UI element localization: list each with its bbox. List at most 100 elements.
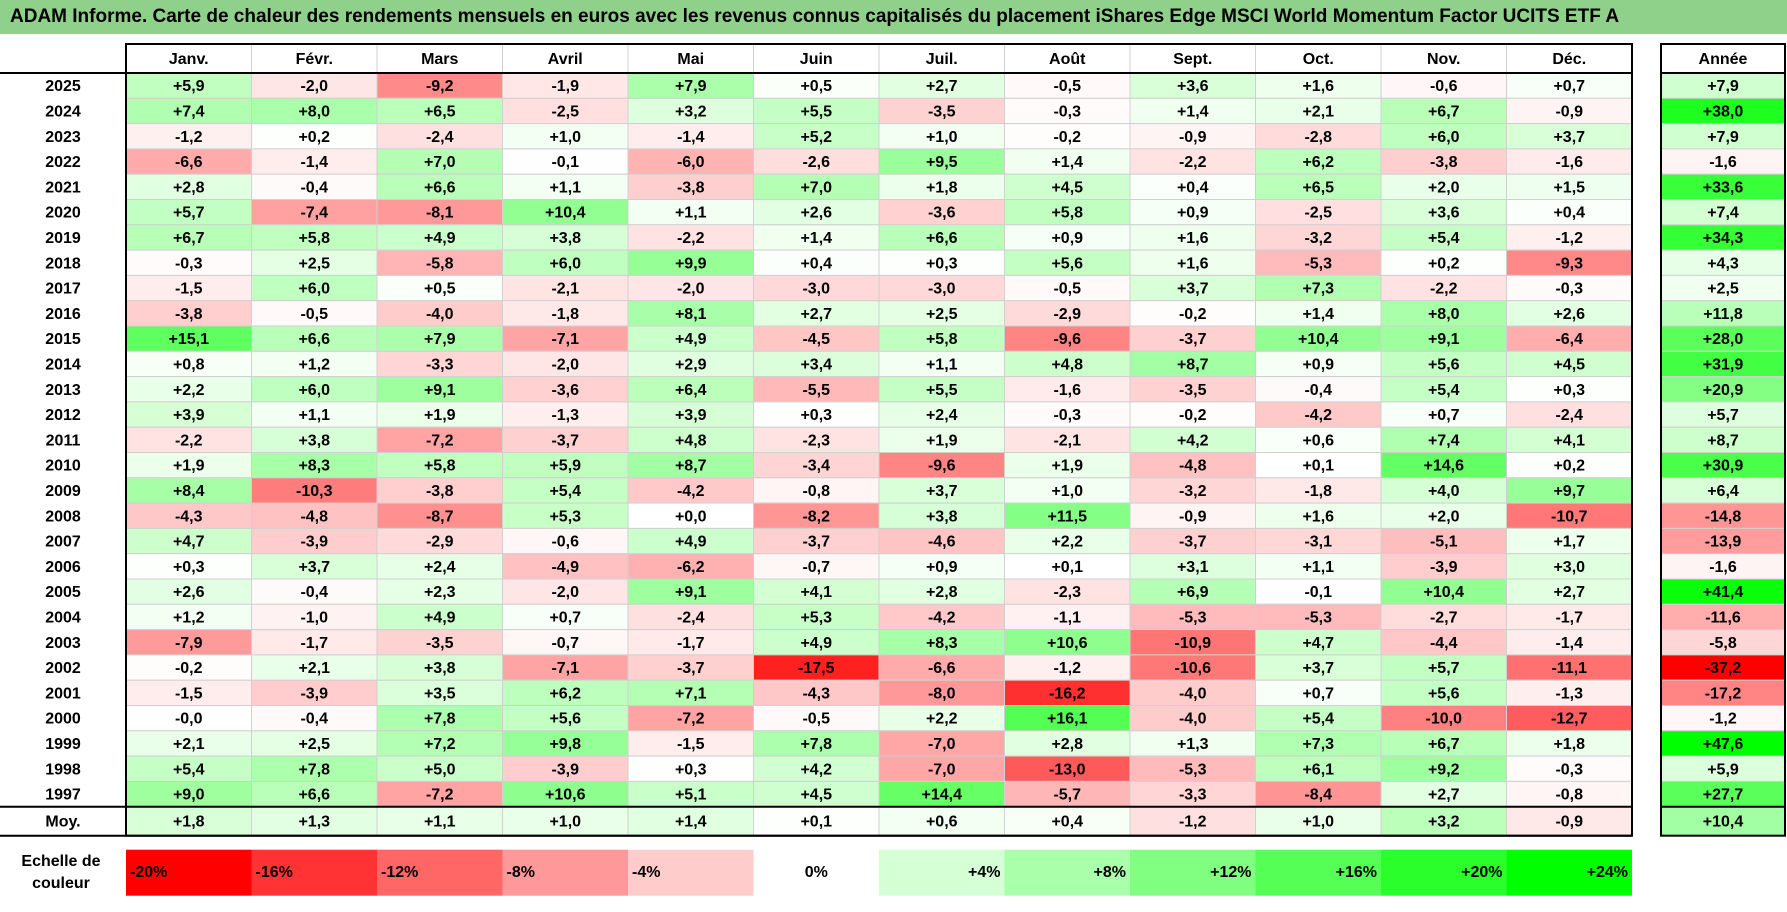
heatmap-cell — [627, 603, 754, 631]
heatmap-cell — [878, 426, 1005, 454]
cell-value: -0,2 — [1179, 407, 1207, 424]
cell-value: +3,7 — [1553, 129, 1585, 146]
cell-value: +9,9 — [675, 255, 707, 272]
cell-value: +0,5 — [424, 281, 456, 298]
cell-value: -0,4 — [1304, 382, 1332, 399]
heatmap-cell — [1380, 477, 1507, 504]
cell-value: -2,2 — [677, 230, 705, 247]
cell-value: +1,0 — [549, 129, 581, 146]
year-label: 2004 — [45, 609, 81, 626]
heatmap-cell — [878, 477, 1005, 504]
heatmap-cell — [627, 249, 754, 276]
heatmap-cell — [376, 300, 503, 327]
cell-value: -0,7 — [802, 559, 830, 576]
cell-value: +2,7 — [1428, 787, 1460, 804]
heatmap-cell — [125, 274, 252, 302]
month-header: Mai — [677, 51, 704, 68]
scale-swatch — [628, 849, 754, 896]
heatmap-cell — [376, 477, 503, 504]
cell-value: -1,7 — [1555, 609, 1583, 626]
cell-value: -3,2 — [1179, 483, 1207, 500]
cell-value: +0,7 — [1553, 78, 1585, 95]
scale-label: +12% — [1210, 864, 1251, 881]
heatmap-cell — [125, 325, 252, 352]
cell-value: -6,2 — [677, 559, 705, 576]
cell-value: -1,6 — [1555, 154, 1583, 171]
cell-value: -3,5 — [928, 103, 956, 120]
heatmap-cell — [878, 780, 1005, 808]
heatmap-cell — [502, 426, 629, 454]
cell-value: +8,3 — [298, 458, 330, 475]
heatmap-cell — [1380, 527, 1507, 555]
cell-value: +0,9 — [1177, 205, 1209, 222]
annual-cell — [1660, 325, 1786, 352]
cell-value: -0,3 — [1555, 761, 1583, 778]
cell-value: -2,0 — [677, 281, 705, 298]
cell-value: +0,1 — [1302, 458, 1334, 475]
average-value: +1,8 — [173, 814, 205, 831]
header-cell — [125, 43, 252, 74]
cell-value: -7,0 — [928, 736, 956, 753]
cell-value: +6,5 — [1302, 179, 1334, 196]
annual-value: +7,9 — [1707, 129, 1739, 146]
average-cell — [1129, 806, 1256, 837]
heatmap-cell — [878, 199, 1005, 226]
average-value: +1,3 — [298, 814, 330, 831]
annual-value: -1,2 — [1709, 711, 1737, 728]
cell-value: -3,5 — [1179, 382, 1207, 399]
heatmap-cell — [1380, 629, 1507, 656]
cell-value: -0,5 — [1053, 281, 1081, 298]
cell-value: +15,1 — [169, 331, 210, 348]
cell-value: -4,3 — [802, 685, 830, 702]
cell-value: +5,0 — [424, 761, 456, 778]
cell-value: +1,9 — [173, 458, 205, 475]
year-label: 2009 — [45, 483, 81, 500]
cell-value: +4,1 — [1553, 432, 1585, 449]
heatmap-cell — [251, 376, 378, 403]
cell-value: -3,3 — [426, 356, 454, 373]
heatmap-cell — [1506, 705, 1633, 732]
heatmap-cell — [251, 502, 378, 529]
cell-value: +1,1 — [549, 179, 581, 196]
year-label: 2020 — [45, 205, 81, 222]
heatmap-cell — [878, 148, 1005, 175]
average-value: +1,0 — [549, 814, 581, 831]
cell-value: +10,4 — [1298, 331, 1339, 348]
cell-value: +2,8 — [1051, 736, 1083, 753]
cell-value: +2,3 — [424, 584, 456, 601]
scale-swatch — [1004, 849, 1130, 896]
cell-value: -0,5 — [1053, 78, 1081, 95]
scale-swatch — [251, 849, 377, 896]
annual-cell — [1660, 350, 1786, 378]
cell-value: -0,4 — [300, 179, 328, 196]
cell-value: +6,9 — [1177, 584, 1209, 601]
heatmap-cell — [1004, 97, 1131, 125]
cell-value: +2,8 — [926, 584, 958, 601]
heatmap-cell — [878, 578, 1005, 605]
heatmap-cell — [627, 173, 754, 200]
annual-value: +41,4 — [1703, 584, 1744, 601]
year-label: 2022 — [45, 154, 81, 171]
cell-value: -0,6 — [1430, 78, 1458, 95]
cell-value: +5,5 — [800, 103, 832, 120]
cell-value: -0,1 — [1304, 584, 1332, 601]
year-label: 2000 — [45, 711, 81, 728]
cell-value: -7,1 — [551, 331, 579, 348]
heatmap-cell — [878, 502, 1005, 529]
heatmap-cell — [1506, 249, 1633, 276]
month-header: Févr. — [296, 51, 333, 68]
annual-cell — [1660, 72, 1786, 99]
cell-value: +2,6 — [800, 205, 832, 222]
cell-value: +2,5 — [926, 306, 958, 323]
cell-value: +1,6 — [1177, 255, 1209, 272]
heatmap-cell — [1255, 502, 1382, 529]
heatmap-cell — [1129, 705, 1256, 732]
heatmap-cell — [878, 755, 1005, 782]
cell-value: -7,2 — [426, 787, 454, 804]
cell-value: -3,5 — [426, 635, 454, 652]
cell-value: +5,6 — [549, 711, 581, 728]
annual-value: -5,8 — [1709, 635, 1737, 652]
heatmap-cell — [1506, 123, 1633, 150]
annual-value: +8,7 — [1707, 432, 1739, 449]
heatmap-cell — [376, 679, 503, 707]
